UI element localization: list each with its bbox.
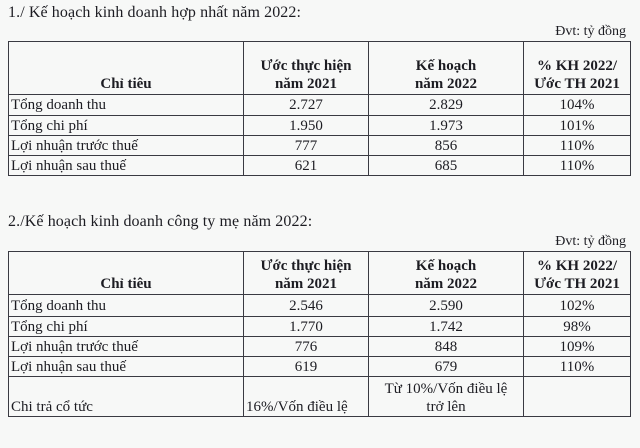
col-header-pct: % KH 2022/ Ước TH 2021 [523,251,631,295]
plan-2022-value: 685 [368,155,524,176]
col-header-plan-2022: Kế hoạch năm 2022 [368,251,524,295]
pct-value: 110% [523,155,631,176]
pct-value: 104% [523,94,631,116]
table-row: Tổng doanh thu 2.546 2.590 102% [8,294,631,317]
actual-2021-value: 2.727 [243,94,369,116]
actual-2021-value: 621 [243,155,369,176]
section-2-unit: Đvt: tỷ đồng [555,234,626,249]
table-row: Tổng doanh thu 2.727 2.829 104% [8,94,631,116]
consolidated-plan-table: Chỉ tiêu Ước thực hiện năm 2021 Kế hoạch… [8,41,631,176]
row-label: Tổng doanh thu [8,94,244,116]
col-header-indicator: Chỉ tiêu [8,41,244,95]
plan-2022-value: Từ 10%/Vốn điều lệ trở lên [368,376,524,417]
row-label: Lợi nhuận sau thuế [8,356,244,377]
plan-2022-value: 2.829 [368,94,524,116]
col-header-plan-2022: Kế hoạch năm 2022 [368,41,524,95]
table-header-row: Chỉ tiêu Ước thực hiện năm 2021 Kế hoạch… [8,251,631,295]
actual-2021-value: 2.546 [243,294,369,317]
table-row: Lợi nhuận trước thuế 776 848 109% [8,336,631,357]
plan-2022-value: 679 [368,356,524,377]
col-header-actual-2021: Ước thực hiện năm 2021 [243,251,369,295]
table-header-row: Chỉ tiêu Ước thực hiện năm 2021 Kế hoạch… [8,41,631,95]
actual-2021-value: 619 [243,356,369,377]
actual-2021-value: 1.950 [243,115,369,136]
section-2-title: 2./Kế hoạch kinh doanh công ty mẹ năm 20… [8,213,313,230]
row-label: Tổng doanh thu [8,294,244,317]
col-header-indicator: Chỉ tiêu [8,251,244,295]
row-label: Tổng chi phí [8,115,244,136]
table-row: Lợi nhuận sau thuế 621 685 110% [8,155,631,176]
actual-2021-value: 777 [243,135,369,156]
row-label: Lợi nhuận sau thuế [8,155,244,176]
parent-company-plan-table: Chỉ tiêu Ước thực hiện năm 2021 Kế hoạch… [8,251,631,417]
table-row: Tổng chi phí 1.770 1.742 98% [8,316,631,337]
section-1-unit: Đvt: tỷ đồng [555,24,626,39]
actual-2021-value: 1.770 [243,316,369,337]
pct-value: 109% [523,336,631,357]
table-row: Lợi nhuận sau thuế 619 679 110% [8,356,631,377]
plan-2022-value: 848 [368,336,524,357]
col-header-pct: % KH 2022/ Ước TH 2021 [523,41,631,95]
pct-value: 110% [523,356,631,377]
row-label: Tổng chi phí [8,316,244,337]
plan-2022-value: 1.973 [368,115,524,136]
row-label: Lợi nhuận trước thuế [8,135,244,156]
col-header-actual-2021: Ước thực hiện năm 2021 [243,41,369,95]
pct-value: 110% [523,135,631,156]
row-label: Chi trả cổ tức [8,376,244,417]
table-row-dividend: Chi trả cổ tức 16%/Vốn điều lệ Từ 10%/Vố… [8,376,631,417]
pct-value: 102% [523,294,631,317]
section-1-title: 1./ Kế hoạch kinh doanh hợp nhất năm 202… [8,4,302,21]
table-row: Lợi nhuận trước thuế 777 856 110% [8,135,631,156]
actual-2021-value: 16%/Vốn điều lệ [243,376,369,417]
pct-value: 101% [523,115,631,136]
pct-value [523,376,631,417]
plan-2022-value: 2.590 [368,294,524,317]
pct-value: 98% [523,316,631,337]
actual-2021-value: 776 [243,336,369,357]
plan-2022-value: 1.742 [368,316,524,337]
row-label: Lợi nhuận trước thuế [8,336,244,357]
plan-2022-value: 856 [368,135,524,156]
table-row: Tổng chi phí 1.950 1.973 101% [8,115,631,136]
